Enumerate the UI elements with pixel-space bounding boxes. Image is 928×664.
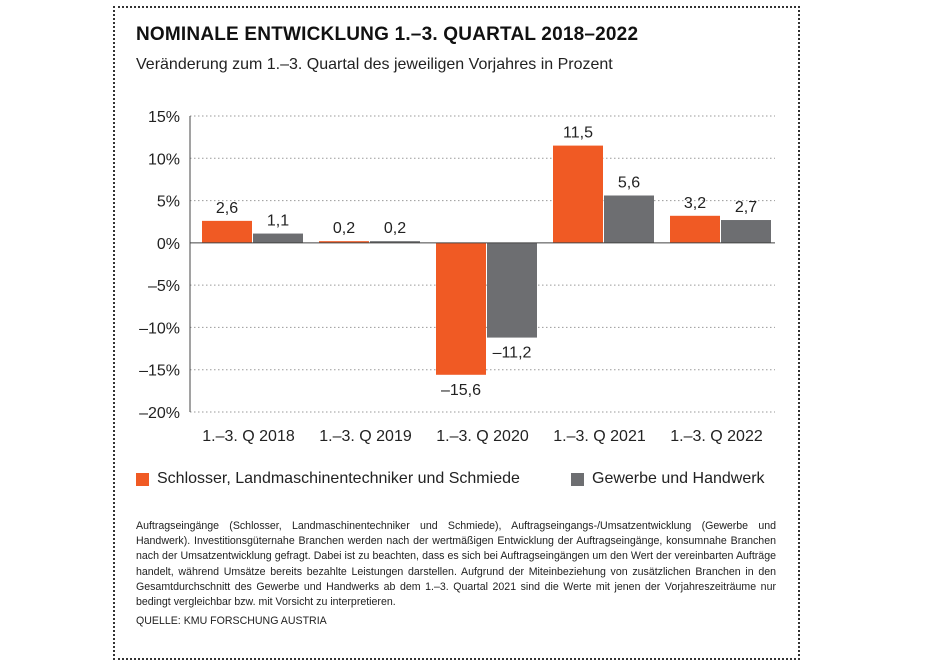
chart-subtitle: Veränderung zum 1.–3. Quartal des jeweil… [136,56,613,73]
x-tick-label: 1.–3. Q 2020 [436,428,529,445]
data-label: 5,6 [618,174,640,191]
data-label: 11,5 [563,125,593,142]
data-label: 0,2 [333,220,355,237]
data-label: 1,1 [267,213,289,230]
legend-item-series-a: Schlosser, Landmaschinentechniker und Sc… [136,470,520,488]
legend-label-series-a: Schlosser, Landmaschinentechniker und Sc… [157,470,520,487]
footnote: Auftragseingänge (Schlosser, Landmaschin… [136,520,776,609]
y-tick-label: –20% [139,405,180,422]
x-tick-label: 1.–3. Q 2018 [202,428,295,445]
x-tick-label: 1.–3. Q 2019 [319,428,412,445]
y-tick-label: 10% [148,151,180,168]
bar-series-b [487,242,537,338]
bar-series-a [436,242,486,375]
chart-title: NOMINALE ENTWICKLUNG 1.–3. QUARTAL 2018–… [136,24,639,45]
legend-swatch-series-b [571,472,584,486]
y-tick-label: –10% [139,320,180,337]
data-label: –15,6 [441,382,481,399]
y-tick-label: 0% [157,236,180,253]
y-tick-label: –15% [139,363,180,380]
legend-item-series-b: Gewerbe und Handwerk [571,470,765,488]
data-label: 0,2 [384,220,406,237]
bar-series-b [370,241,420,243]
source-note: QUELLE: KMU FORSCHUNG AUSTRIA [136,615,327,627]
bar-series-b [604,195,654,243]
x-tick-label: 1.–3. Q 2022 [670,428,763,445]
x-tick-label: 1.–3. Q 2021 [553,428,646,445]
data-label: –11,2 [493,345,532,362]
y-tick-label: 15% [148,109,180,126]
bar-series-b [253,233,303,243]
data-label: 3,2 [684,195,706,212]
legend-label-series-b: Gewerbe und Handwerk [592,470,765,487]
data-label: 2,6 [216,200,238,217]
y-tick-label: 5% [157,194,180,211]
bar-series-b [721,220,771,243]
chart-frame [113,6,800,660]
data-label: 2,7 [735,199,757,216]
y-tick-label: –5% [148,278,180,295]
bar-chart: 15% 10% 5% 0% –5% –10% –15% –20% 2,6 1,1 1.–3. Q 2… [139,109,775,445]
bar-series-a [319,241,369,243]
bar-series-a [670,215,720,243]
bar-series-a [202,220,252,243]
legend-swatch-series-a [136,472,149,486]
bar-series-a [553,145,603,243]
